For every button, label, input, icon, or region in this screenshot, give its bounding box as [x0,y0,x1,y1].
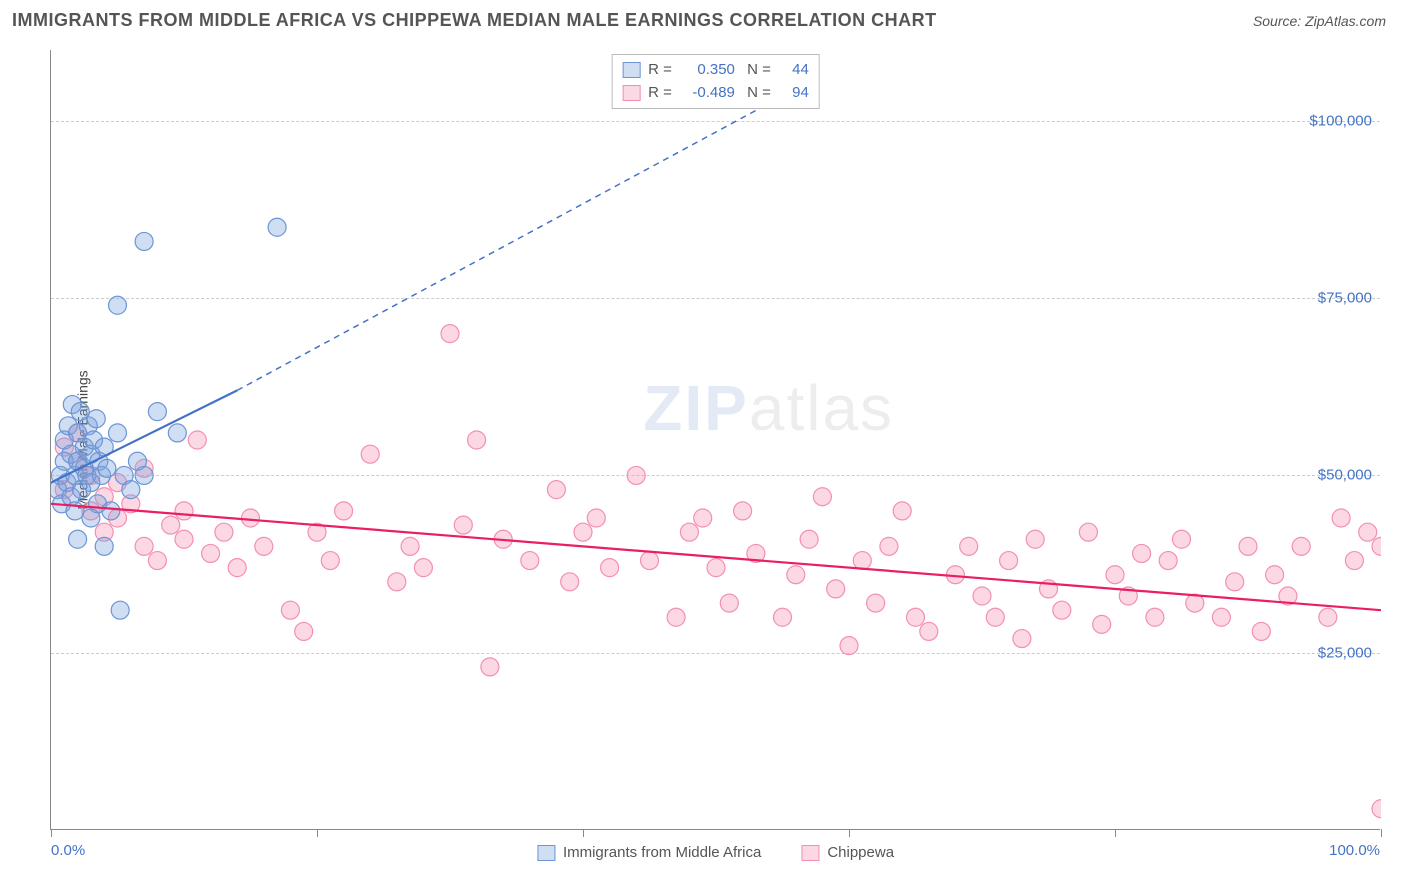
r-label: R = [648,82,672,105]
swatch-chippewa [622,85,640,101]
source-prefix: Source: [1253,13,1305,29]
stats-row-chippewa: R = -0.489 N = 94 [622,82,809,105]
x-axis-min-label: 0.0% [51,842,85,859]
data-points-layer [51,50,1381,830]
stats-legend: R = 0.350 N = 44 R = -0.489 N = 94 [611,54,820,109]
source-name: ZipAtlas.com [1305,13,1386,29]
legend-swatch-chippewa [801,845,819,861]
source-attribution: Source: ZipAtlas.com [1253,13,1386,29]
legend-label-immigrants: Immigrants from Middle Africa [563,844,761,861]
header: IMMIGRANTS FROM MIDDLE AFRICA VS CHIPPEW… [0,0,1406,31]
x-axis-max-label: 100.0% [1329,842,1380,859]
stats-row-immigrants: R = 0.350 N = 44 [622,59,809,82]
plot-area: Median Male Earnings $25,000$50,000$75,0… [50,50,1380,830]
r-value-immigrants: 0.350 [680,59,735,82]
legend-item-immigrants: Immigrants from Middle Africa [537,844,761,861]
legend-item-chippewa: Chippewa [801,844,894,861]
n-value-immigrants: 44 [779,59,809,82]
n-label: N = [743,82,771,105]
swatch-immigrants [622,62,640,78]
legend-swatch-immigrants [537,845,555,861]
n-label: N = [743,59,771,82]
chart-title: IMMIGRANTS FROM MIDDLE AFRICA VS CHIPPEW… [12,10,937,31]
scatter-chart: Median Male Earnings $25,000$50,000$75,0… [50,50,1380,830]
n-value-chippewa: 94 [779,82,809,105]
r-value-chippewa: -0.489 [680,82,735,105]
legend-label-chippewa: Chippewa [827,844,894,861]
r-label: R = [648,59,672,82]
series-legend: Immigrants from Middle Africa Chippewa [537,844,894,861]
